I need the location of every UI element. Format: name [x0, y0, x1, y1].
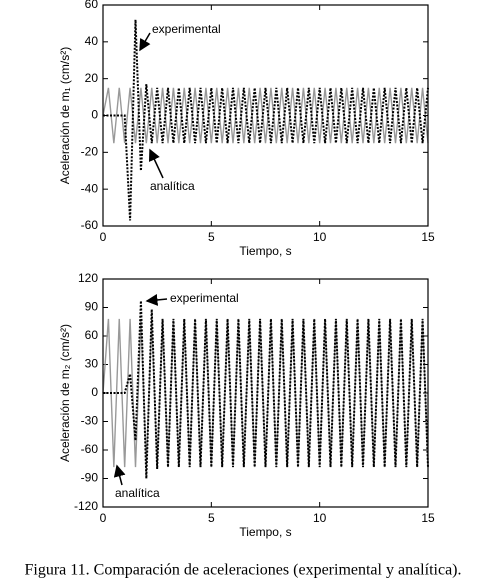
x-tick-label: 15	[421, 230, 435, 244]
y-tick-label: 40	[85, 34, 99, 48]
annotation: analítica	[150, 179, 195, 193]
y-tick-label: -60	[81, 218, 99, 232]
arrow	[145, 293, 168, 306]
y-tick-label: 0	[91, 108, 98, 122]
arrow	[113, 464, 126, 486]
series-line	[103, 19, 429, 221]
plot-frame	[102, 4, 429, 227]
x-axis-label: Tiempo, s	[239, 525, 291, 539]
y-tick-label: -40	[81, 181, 99, 195]
arrow	[139, 32, 151, 52]
y-tick-label: 120	[78, 271, 98, 285]
x-tick-label: 15	[421, 511, 435, 525]
arrow	[148, 148, 164, 179]
annotation: analítica	[115, 486, 160, 500]
y-tick-label: 0	[91, 385, 98, 399]
y-tick-label: -60	[81, 442, 99, 456]
y-axis-label: Aceleración de m₂ (cm/s²)	[58, 324, 72, 462]
y-tick-label: -30	[81, 414, 99, 428]
x-axis-label: Tiempo, s	[239, 244, 291, 258]
x-tick-label: 0	[100, 230, 107, 244]
y-tick-label: -90	[81, 471, 99, 485]
y-tick-label: 60	[85, 328, 99, 342]
y-tick-label: 90	[85, 300, 99, 314]
x-tick-label: 5	[208, 511, 215, 525]
series-line	[102, 87, 429, 144]
y-tick-label: -120	[74, 499, 98, 513]
x-tick-label: 0	[100, 511, 107, 525]
x-tick-label: 10	[313, 230, 327, 244]
plot-frame	[102, 278, 429, 508]
y-tick-label: 60	[85, 0, 99, 11]
x-tick-label: 5	[208, 230, 215, 244]
caption: Figura 11. Comparación de aceleraciones …	[25, 562, 462, 579]
series-line	[103, 300, 429, 479]
y-tick-label: -20	[81, 145, 99, 159]
annotation: experimental	[152, 22, 221, 36]
y-tick-label: 30	[85, 357, 99, 371]
x-tick-label: 10	[313, 511, 327, 525]
y-axis-label: Aceleración de m₁ (cm/s²)	[58, 47, 72, 184]
y-tick-label: 20	[85, 71, 99, 85]
annotation: experimental	[170, 291, 239, 305]
